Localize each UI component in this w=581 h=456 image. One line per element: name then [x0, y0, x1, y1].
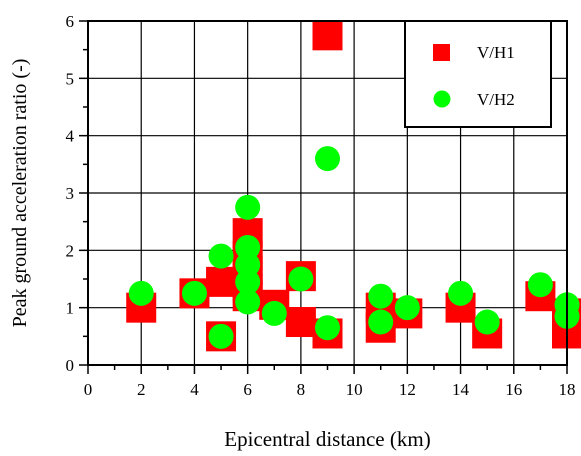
data-point-vh1 [206, 266, 237, 297]
legend-marker-vh1 [433, 44, 450, 61]
y-tick-label: 4 [66, 127, 75, 146]
data-point-vh2 [315, 146, 340, 172]
legend-marker-vh2 [433, 90, 451, 108]
legend-label-vh1: V/H1 [477, 43, 515, 62]
data-point-vh2 [288, 266, 314, 292]
data-point-vh1 [312, 20, 343, 51]
data-point-vh2 [474, 309, 500, 335]
x-axis-title: Epicentral distance (km) [224, 427, 430, 451]
x-tick-label: 10 [346, 380, 363, 399]
data-point-vh2 [208, 323, 234, 349]
data-point-vh2 [394, 295, 420, 321]
data-point-vh2 [235, 252, 261, 278]
data-point-vh2 [368, 283, 394, 309]
y-tick-label: 1 [66, 299, 75, 318]
x-axis-ticks: 0 2 4 6 8 10 12 14 16 18 [84, 365, 576, 399]
x-tick-label: 6 [243, 380, 252, 399]
x-tick-label: 2 [137, 380, 146, 399]
data-point-vh2 [235, 289, 261, 315]
legend-label-vh2: V/H2 [477, 90, 515, 109]
data-point-vh2 [181, 280, 207, 306]
y-tick-label: 2 [66, 241, 75, 260]
legend: V/H1 V/H2 [404, 20, 552, 128]
data-point-vh2 [208, 243, 234, 269]
x-tick-label: 12 [399, 380, 416, 399]
data-point-vh2 [235, 269, 261, 295]
y-axis-ticks: 0 1 2 3 4 5 6 [66, 12, 88, 375]
legend-box [404, 20, 552, 128]
data-point-vh2 [128, 280, 154, 306]
data-point-vh2 [527, 272, 553, 298]
x-tick-label: 16 [505, 380, 522, 399]
y-tick-label: 6 [66, 12, 75, 31]
data-point-vh2 [261, 300, 287, 326]
x-tick-label: 14 [452, 380, 470, 399]
x-tick-label: 18 [559, 380, 576, 399]
data-point-vh2 [315, 315, 340, 341]
x-tick-label: 8 [297, 380, 306, 399]
x-tick-label: 0 [84, 380, 93, 399]
y-tick-label: 5 [66, 69, 75, 88]
data-point-vh2 [235, 234, 261, 260]
x-tick-label: 4 [190, 380, 199, 399]
data-point-vh2 [235, 194, 261, 220]
y-tick-label: 3 [66, 184, 75, 203]
data-point-vh1 [285, 307, 316, 337]
data-point-vh2 [368, 309, 394, 335]
data-point-vh2 [448, 280, 474, 306]
y-axis-title: Peak ground acceleration ratio (-) [9, 59, 31, 328]
y-tick-label: 0 [66, 356, 75, 375]
